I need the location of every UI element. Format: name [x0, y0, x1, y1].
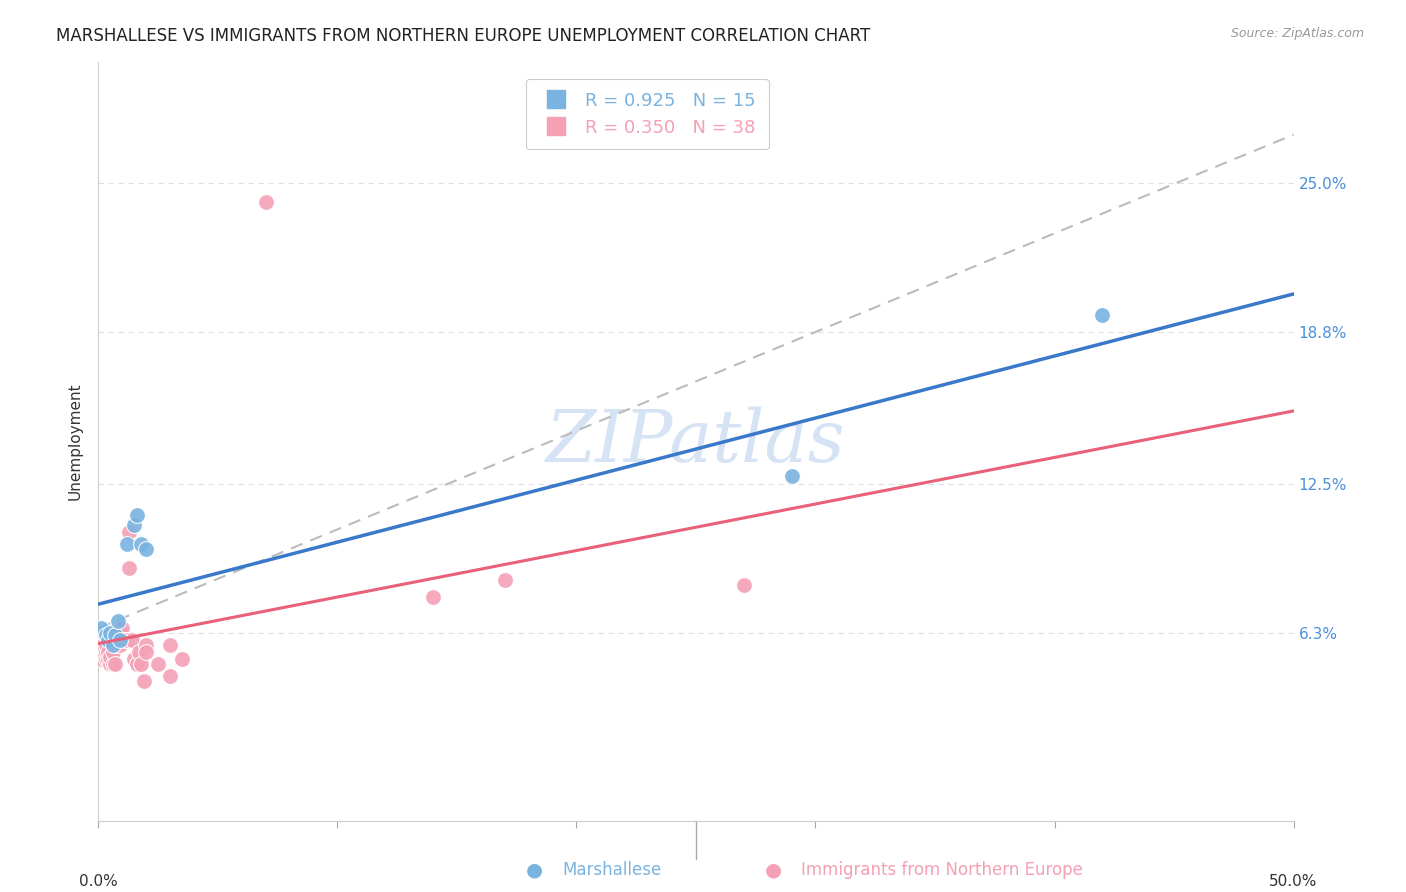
- Text: Marshallese: Marshallese: [562, 861, 662, 879]
- Text: ●: ●: [765, 860, 782, 880]
- Point: [94, 628, 117, 642]
- Point: [125, 657, 148, 672]
- Point: [94, 652, 117, 666]
- Text: 50.0%: 50.0%: [1270, 873, 1317, 888]
- Point: [118, 561, 141, 575]
- Point: [101, 645, 124, 659]
- Point: [159, 669, 181, 683]
- Point: [101, 638, 124, 652]
- Point: [91, 638, 114, 652]
- Text: ●: ●: [526, 860, 543, 880]
- Point: [115, 633, 138, 648]
- Point: [94, 638, 117, 652]
- Point: [98, 626, 122, 640]
- Y-axis label: Unemployment: Unemployment: [67, 383, 83, 500]
- Point: [97, 645, 120, 659]
- Point: [159, 638, 181, 652]
- Point: [104, 628, 127, 642]
- Point: [108, 638, 131, 652]
- Text: ZIPatlas: ZIPatlas: [546, 406, 846, 477]
- Point: [422, 590, 444, 604]
- Point: [124, 652, 146, 666]
- Point: [494, 573, 516, 587]
- Point: [128, 645, 150, 659]
- Point: [121, 633, 143, 648]
- Point: [97, 633, 120, 648]
- Point: [254, 195, 277, 210]
- Point: [125, 508, 148, 522]
- Legend: R = 0.925   N = 15, R = 0.350   N = 38: R = 0.925 N = 15, R = 0.350 N = 38: [526, 79, 769, 149]
- Point: [131, 657, 153, 672]
- Text: Source: ZipAtlas.com: Source: ZipAtlas.com: [1230, 27, 1364, 40]
- Point: [135, 541, 157, 556]
- Point: [111, 621, 134, 635]
- Point: [101, 657, 124, 672]
- Point: [135, 645, 157, 659]
- Point: [118, 524, 141, 539]
- Point: [1091, 308, 1114, 322]
- Point: [90, 652, 112, 666]
- Point: [97, 652, 120, 666]
- Point: [94, 645, 117, 659]
- Point: [98, 657, 122, 672]
- Text: 0.0%: 0.0%: [79, 873, 118, 888]
- Point: [104, 638, 127, 652]
- Point: [90, 621, 112, 635]
- Point: [148, 657, 170, 672]
- Point: [124, 517, 146, 532]
- Point: [115, 537, 138, 551]
- Point: [91, 645, 114, 659]
- Point: [111, 628, 134, 642]
- Point: [131, 537, 153, 551]
- Text: MARSHALLESE VS IMMIGRANTS FROM NORTHERN EUROPE UNEMPLOYMENT CORRELATION CHART: MARSHALLESE VS IMMIGRANTS FROM NORTHERN …: [56, 27, 870, 45]
- Point: [733, 578, 755, 592]
- Point: [114, 633, 136, 648]
- Point: [780, 469, 803, 483]
- Point: [108, 633, 131, 648]
- Point: [172, 652, 194, 666]
- Point: [104, 657, 127, 672]
- Point: [135, 638, 157, 652]
- Text: Immigrants from Northern Europe: Immigrants from Northern Europe: [801, 861, 1083, 879]
- Point: [132, 673, 155, 688]
- Point: [98, 650, 122, 665]
- Point: [107, 614, 129, 628]
- Point: [107, 633, 129, 648]
